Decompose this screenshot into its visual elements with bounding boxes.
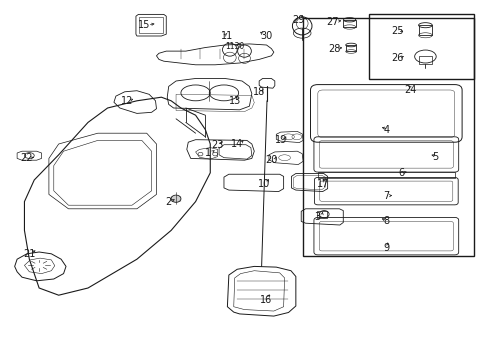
Text: 21: 21 (23, 249, 36, 259)
Bar (343, 20, 355, 27)
Text: 29: 29 (291, 15, 304, 25)
Bar (316, 211, 326, 218)
Text: 10: 10 (257, 179, 270, 189)
Text: 17: 17 (316, 179, 328, 189)
Text: 26: 26 (390, 53, 403, 63)
Bar (418, 56, 431, 64)
Text: 1130: 1130 (224, 42, 244, 51)
Text: 23: 23 (211, 140, 224, 150)
Bar (345, 45, 356, 51)
Text: 4: 4 (383, 125, 388, 135)
Bar (368, 14, 473, 79)
Text: 15: 15 (138, 20, 150, 30)
Text: 20: 20 (264, 155, 277, 165)
Text: 8: 8 (383, 216, 388, 226)
Text: 6: 6 (397, 168, 403, 178)
Text: 19: 19 (274, 135, 287, 145)
Text: 1: 1 (204, 148, 210, 158)
Text: 24: 24 (404, 85, 416, 95)
Text: 2: 2 (165, 197, 171, 207)
Bar (418, 25, 431, 35)
Text: 11: 11 (221, 31, 233, 41)
Text: 14: 14 (230, 139, 243, 149)
Text: 18: 18 (252, 87, 265, 97)
Text: 3: 3 (314, 212, 320, 222)
Text: 28: 28 (327, 44, 340, 54)
Text: 27: 27 (325, 17, 338, 27)
Bar (317, 172, 454, 178)
Text: 12: 12 (121, 96, 133, 106)
Text: 5: 5 (431, 152, 437, 162)
Bar (303, 18, 473, 256)
Text: 7: 7 (383, 191, 388, 201)
Text: 30: 30 (260, 31, 272, 41)
Text: 25: 25 (390, 26, 403, 36)
Text: 9: 9 (383, 243, 388, 253)
Text: 22: 22 (20, 153, 33, 163)
Text: 16: 16 (260, 294, 272, 305)
Bar (139, 17, 163, 33)
Text: 13: 13 (228, 96, 241, 106)
